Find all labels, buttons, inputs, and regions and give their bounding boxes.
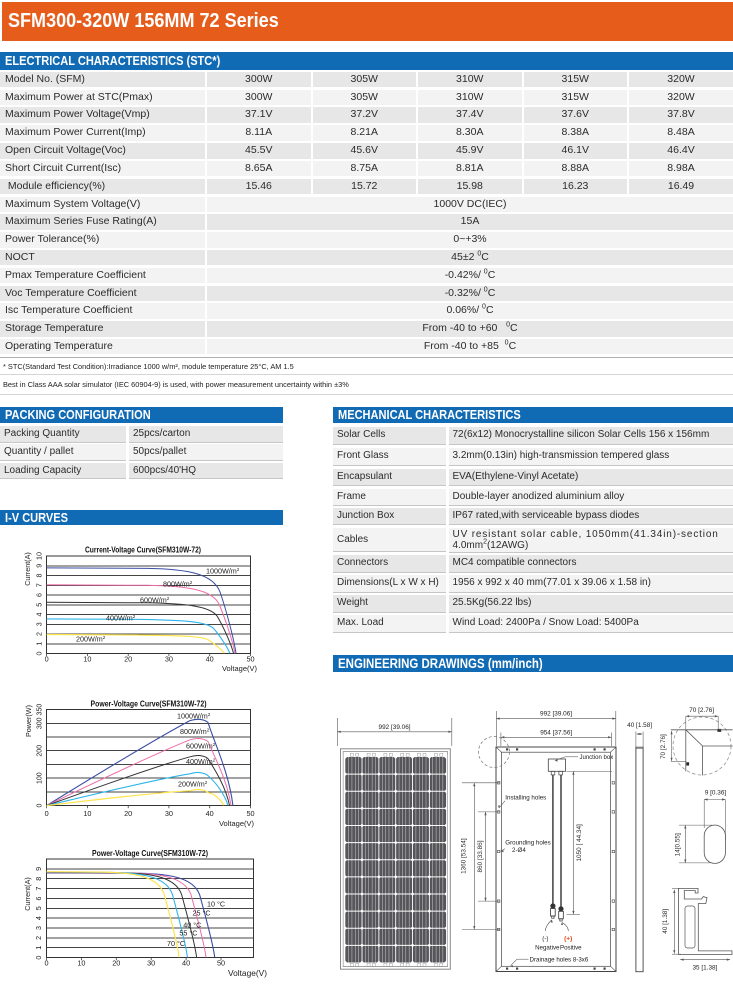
- svg-text:5: 5: [35, 603, 44, 607]
- svg-text:2: 2: [34, 936, 43, 940]
- svg-text:40 [1.58]: 40 [1.58]: [627, 722, 652, 729]
- svg-text:10: 10: [77, 959, 85, 968]
- svg-text:Power(W): Power(W): [24, 705, 33, 737]
- svg-text:Negative: Negative: [535, 944, 560, 951]
- svg-text:10: 10: [83, 809, 91, 818]
- svg-text:70 [2.76]: 70 [2.76]: [660, 734, 667, 759]
- svg-text:1000W/m2: 1000W/m2: [177, 712, 211, 721]
- svg-text:50: 50: [217, 959, 225, 968]
- svg-text:30: 30: [147, 959, 155, 968]
- svg-text:5: 5: [34, 906, 43, 910]
- svg-text:Installing holes: Installing holes: [505, 794, 546, 801]
- svg-text:40 [1.38]: 40 [1.38]: [662, 909, 669, 934]
- svg-text:40: 40: [206, 809, 214, 818]
- svg-text:200W/m2: 200W/m2: [178, 780, 208, 789]
- svg-text:25 °C: 25 °C: [193, 909, 211, 918]
- svg-text:954 [37.56]: 954 [37.56]: [540, 729, 572, 736]
- svg-text:6: 6: [35, 593, 44, 597]
- svg-text:Voltage(V): Voltage(V): [222, 664, 258, 673]
- svg-text:Current(A): Current(A): [23, 552, 32, 586]
- svg-text:Voltage(V): Voltage(V): [219, 819, 255, 828]
- svg-text:40: 40: [206, 655, 214, 664]
- svg-text:2: 2: [35, 632, 44, 636]
- svg-text:800W/m2: 800W/m2: [180, 727, 210, 736]
- svg-text:20: 20: [124, 655, 132, 664]
- svg-text:40: 40: [182, 959, 190, 968]
- svg-text:Power-Voltage Curve(SFM310W-72: Power-Voltage Curve(SFM310W-72): [92, 849, 208, 858]
- svg-text:2-Ø4: 2-Ø4: [512, 847, 526, 854]
- svg-text:0: 0: [44, 959, 48, 968]
- svg-text:300: 300: [37, 717, 44, 729]
- svg-text:1: 1: [34, 946, 43, 950]
- svg-text:3: 3: [34, 926, 43, 930]
- svg-text:1360 [53.54]: 1360 [53.54]: [460, 838, 467, 874]
- svg-text:9: 9: [34, 867, 43, 871]
- svg-text:Drainage holes 8-3x6: Drainage holes 8-3x6: [530, 957, 589, 964]
- svg-text:3: 3: [35, 622, 44, 626]
- svg-text:Power-Voltage Curve(SFM310W-72: Power-Voltage Curve(SFM310W-72): [91, 699, 207, 708]
- svg-text:0: 0: [45, 809, 49, 818]
- svg-text:55 °C: 55 °C: [179, 928, 197, 937]
- svg-text:860 [33.86]: 860 [33.86]: [477, 840, 484, 872]
- svg-text:(-): (-): [542, 935, 548, 942]
- svg-text:1: 1: [35, 642, 44, 646]
- svg-text:9 [0.36]: 9 [0.36]: [705, 789, 727, 796]
- svg-text:6: 6: [34, 896, 43, 900]
- svg-text:Current-Voltage Curve(SFM310W-: Current-Voltage Curve(SFM310W-72): [85, 545, 201, 554]
- svg-text:10: 10: [35, 552, 44, 560]
- svg-text:40 °C: 40 °C: [183, 920, 201, 929]
- svg-text:4: 4: [34, 916, 43, 920]
- svg-text:1050 [ 44.34]: 1050 [ 44.34]: [576, 824, 583, 862]
- svg-text:20: 20: [124, 809, 132, 818]
- svg-text:Positive: Positive: [560, 944, 582, 951]
- svg-text:Current(A): Current(A): [23, 877, 32, 911]
- svg-text:30: 30: [165, 809, 173, 818]
- svg-text:992 [39.06]: 992 [39.06]: [540, 711, 572, 718]
- svg-text:14[0.55]: 14[0.55]: [674, 833, 681, 856]
- svg-text:0: 0: [45, 655, 49, 664]
- svg-text:30: 30: [165, 655, 173, 664]
- svg-text:400W/m2: 400W/m2: [186, 757, 216, 766]
- svg-text:20: 20: [112, 959, 120, 968]
- svg-text:70 °C: 70 °C: [167, 939, 185, 948]
- svg-text:0: 0: [34, 956, 43, 960]
- svg-text:50: 50: [246, 655, 254, 664]
- svg-text:100: 100: [37, 772, 44, 784]
- svg-text:10: 10: [83, 655, 91, 664]
- svg-text:400W/m2: 400W/m2: [106, 614, 136, 623]
- svg-text:8: 8: [34, 877, 43, 881]
- svg-text:992 [39.06]: 992 [39.06]: [379, 724, 411, 731]
- svg-text:600W/m2: 600W/m2: [140, 596, 170, 605]
- svg-text:(+): (+): [564, 936, 572, 943]
- svg-text:200W/m2: 200W/m2: [76, 635, 106, 644]
- svg-text:200: 200: [37, 745, 44, 757]
- svg-text:800W/m2: 800W/m2: [163, 580, 193, 589]
- svg-text:Voltage(V): Voltage(V): [228, 969, 267, 978]
- svg-text:9: 9: [35, 564, 44, 568]
- svg-text:600W/m2: 600W/m2: [186, 742, 216, 751]
- svg-text:4: 4: [35, 613, 44, 617]
- svg-text:70 [2.76]: 70 [2.76]: [689, 707, 714, 714]
- svg-text:1000W/m2: 1000W/m2: [206, 567, 240, 576]
- svg-text:0: 0: [37, 804, 44, 808]
- svg-text:8: 8: [35, 574, 44, 578]
- svg-text:7: 7: [35, 583, 44, 587]
- svg-text:0: 0: [35, 652, 44, 656]
- svg-text:35 [1.38]: 35 [1.38]: [692, 965, 717, 972]
- svg-text:Junction box: Junction box: [580, 755, 614, 761]
- svg-text:50: 50: [246, 809, 254, 818]
- svg-text:350: 350: [37, 704, 44, 716]
- svg-text:10 °C: 10 °C: [207, 899, 225, 908]
- svg-text:Grounding holes: Grounding holes: [505, 839, 550, 846]
- svg-text:7: 7: [34, 887, 43, 891]
